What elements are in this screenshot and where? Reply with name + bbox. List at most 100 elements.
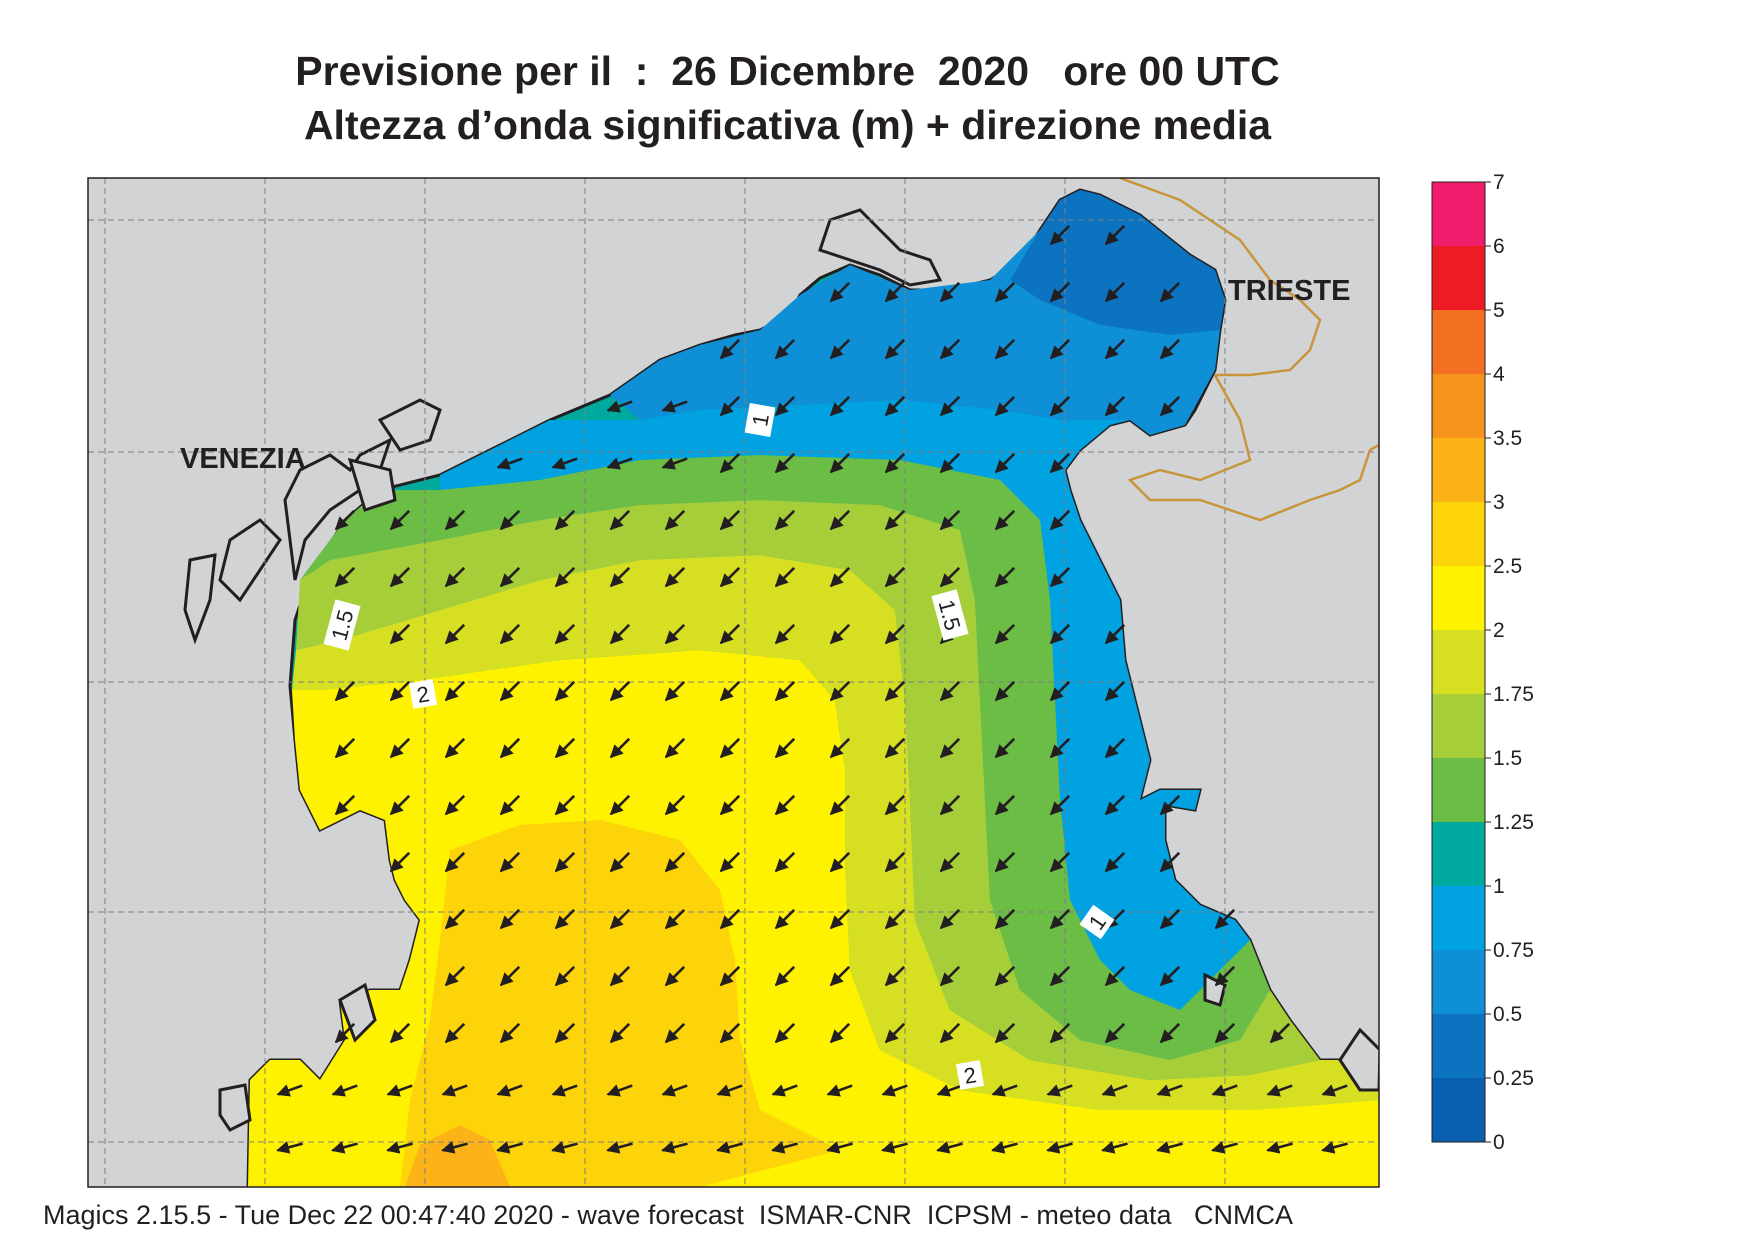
direction-arrow xyxy=(1104,281,1126,303)
direction-arrow xyxy=(829,281,851,303)
direction-arrow xyxy=(609,566,631,588)
direction-arrow xyxy=(609,908,631,930)
legend-swatch xyxy=(1432,822,1485,886)
direction-arrow xyxy=(719,338,741,360)
direction-arrow xyxy=(499,680,521,702)
direction-arrow xyxy=(991,1141,1018,1154)
direction-arrow xyxy=(826,1084,853,1097)
direction-arrow xyxy=(884,908,906,930)
direction-arrow xyxy=(609,680,631,702)
direction-arrow xyxy=(444,908,466,930)
direction-arrow xyxy=(1104,965,1126,987)
direction-arrow xyxy=(1046,1084,1073,1097)
direction-arrow xyxy=(664,737,686,759)
direction-arrow xyxy=(551,1141,578,1154)
legend-swatch xyxy=(1432,758,1485,822)
direction-arrow xyxy=(829,1022,851,1044)
direction-arrow xyxy=(1104,1022,1126,1044)
direction-arrow xyxy=(389,794,411,816)
direction-arrow xyxy=(1104,224,1126,246)
direction-arrow xyxy=(881,1141,908,1154)
direction-arrow xyxy=(774,395,796,417)
direction-arrow xyxy=(389,566,411,588)
map-subtitle: Altezza d’onda significativa (m) + direz… xyxy=(303,102,1272,148)
direction-arrow xyxy=(1211,1141,1238,1154)
direction-arrow xyxy=(774,1022,796,1044)
contour-label: 2 xyxy=(415,681,431,708)
direction-arrow xyxy=(939,509,961,531)
direction-arrow xyxy=(994,1022,1016,1044)
direction-arrow xyxy=(994,509,1016,531)
direction-arrow xyxy=(1049,281,1071,303)
direction-arrow xyxy=(994,452,1016,474)
legend-tick-label: 5 xyxy=(1493,299,1505,322)
band-3-3.5 xyxy=(405,1125,510,1187)
direction-arrow xyxy=(994,908,1016,930)
legend-tick-label: 0 xyxy=(1493,1131,1505,1154)
direction-arrow xyxy=(554,965,576,987)
direction-arrow xyxy=(609,623,631,645)
direction-arrow xyxy=(334,794,356,816)
direction-arrow xyxy=(606,457,633,470)
direction-arrow xyxy=(1104,338,1126,360)
direction-arrow xyxy=(774,623,796,645)
direction-arrow xyxy=(939,452,961,474)
direction-arrow xyxy=(884,566,906,588)
country-border xyxy=(1119,178,1379,522)
legend-tick-label: 1.75 xyxy=(1493,683,1534,706)
direction-arrow xyxy=(829,908,851,930)
direction-arrow xyxy=(1159,338,1181,360)
direction-arrow xyxy=(499,1022,521,1044)
direction-arrow xyxy=(994,737,1016,759)
direction-arrow xyxy=(884,623,906,645)
direction-arrow xyxy=(1159,395,1181,417)
direction-arrow xyxy=(554,623,576,645)
footer-credits: Magics 2.15.5 - Tue Dec 22 00:47:40 2020… xyxy=(43,1200,1294,1230)
direction-arrow xyxy=(1049,566,1071,588)
legend-swatch xyxy=(1432,1014,1485,1078)
direction-arrow xyxy=(829,452,851,474)
direction-arrow xyxy=(499,794,521,816)
direction-arrow xyxy=(1049,1022,1071,1044)
direction-arrow xyxy=(1156,1084,1183,1097)
venice-lagoon xyxy=(183,208,1379,1132)
direction-arrow xyxy=(664,794,686,816)
direction-arrow xyxy=(829,737,851,759)
direction-arrow xyxy=(1269,1022,1291,1044)
direction-arrow xyxy=(664,1022,686,1044)
direction-arrow xyxy=(606,400,633,413)
direction-arrow xyxy=(994,851,1016,873)
direction-arrow xyxy=(939,395,961,417)
direction-arrow xyxy=(386,1141,413,1154)
direction-arrow xyxy=(774,452,796,474)
legend-swatch xyxy=(1432,566,1485,630)
direction-arrow xyxy=(664,623,686,645)
direction-arrow xyxy=(664,908,686,930)
direction-arrow xyxy=(994,338,1016,360)
direction-arrow xyxy=(884,851,906,873)
direction-arrow xyxy=(884,794,906,816)
direction-arrow xyxy=(661,1141,688,1154)
direction-arrow xyxy=(389,737,411,759)
legend-tick-label: 7 xyxy=(1493,171,1505,194)
direction-arrow xyxy=(499,509,521,531)
direction-arrow xyxy=(1049,794,1071,816)
direction-arrow xyxy=(719,452,741,474)
direction-arrow xyxy=(554,509,576,531)
direction-arrow xyxy=(554,1022,576,1044)
direction-arrow xyxy=(991,1084,1018,1097)
direction-arrow xyxy=(719,680,741,702)
direction-arrow xyxy=(441,1084,468,1097)
direction-arrow xyxy=(441,1141,468,1154)
legend-swatch xyxy=(1432,182,1485,246)
direction-arrow xyxy=(499,908,521,930)
band-1-1.25 xyxy=(440,400,1250,1010)
direction-arrow xyxy=(444,851,466,873)
direction-arrow xyxy=(994,680,1016,702)
direction-arrow xyxy=(829,851,851,873)
direction-arrow xyxy=(334,509,356,531)
legend-tick-label: 0.25 xyxy=(1493,1067,1534,1090)
direction-arrow xyxy=(334,1022,356,1044)
direction-arrow xyxy=(1049,509,1071,531)
direction-arrow xyxy=(719,737,741,759)
